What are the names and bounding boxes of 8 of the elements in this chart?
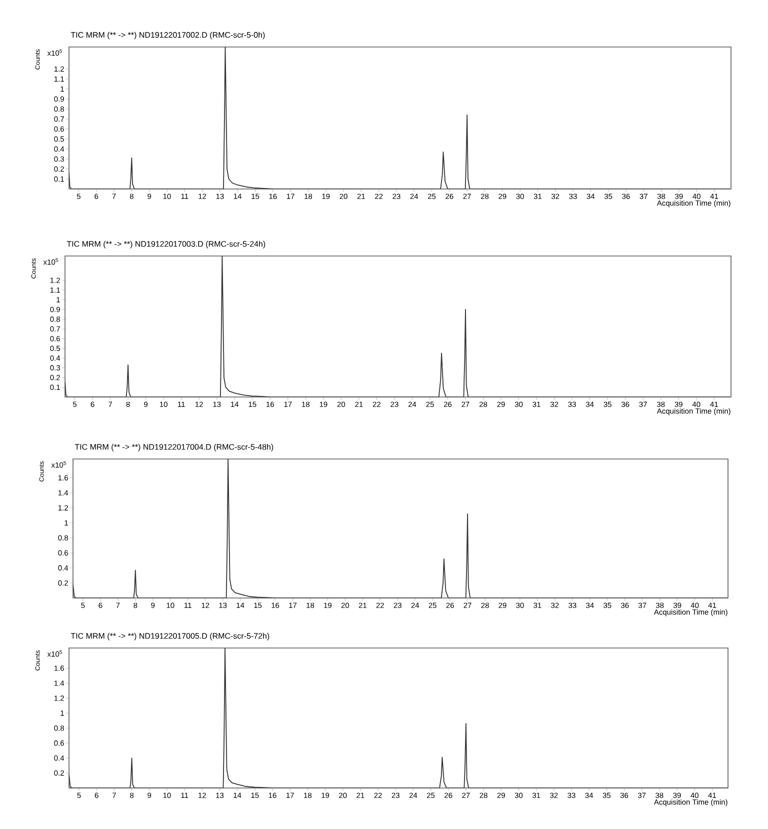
chart-title: TIC MRM (** -> **) ND19122017005.D (RMC-scr-5-72h)	[70, 632, 270, 640]
line-series	[69, 46, 731, 189]
chart-title: TIC MRM (** -> **) ND19122017003.D (RMC-scr-5-24h)	[66, 240, 266, 248]
line-series	[69, 648, 728, 788]
line-series	[73, 458, 728, 598]
chart-title: TIC MRM (** -> **) ND19122017002.D (RMC-scr-5-0h)	[70, 32, 265, 40]
line-series	[65, 256, 731, 397]
chart-title: TIC MRM (** -> **) ND19122017004.D (RMC-scr-5-48h)	[74, 444, 274, 452]
